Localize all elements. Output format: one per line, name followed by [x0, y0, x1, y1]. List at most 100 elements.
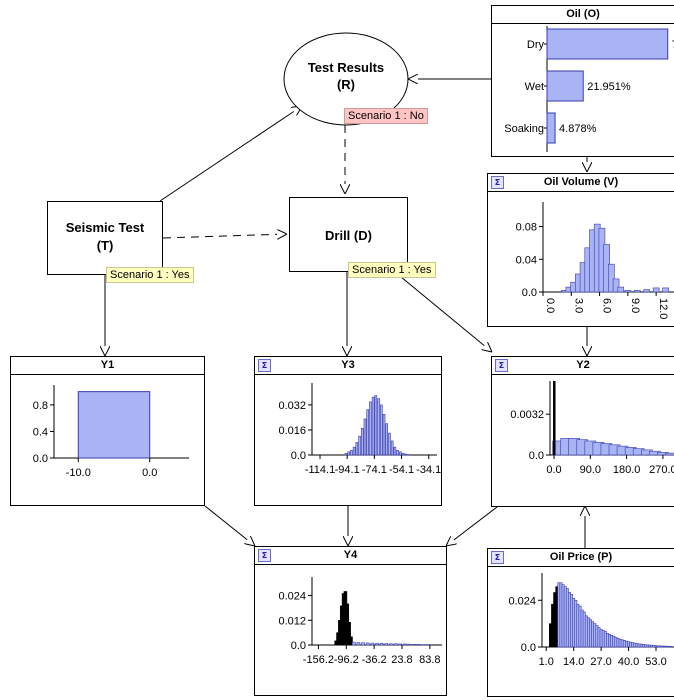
y4-bar	[398, 643, 403, 646]
y4-bar	[375, 643, 379, 646]
y3-bar	[352, 446, 356, 456]
oil_volume-xtick-label: 0.0	[544, 298, 556, 313]
y4-bar	[365, 642, 370, 646]
oil_volume-xtick-label: 12.0	[657, 298, 669, 319]
oil_price-ytick-label: 0.0	[521, 642, 536, 654]
oil-bar	[546, 28, 669, 60]
y3-bar	[401, 453, 405, 456]
y1-ytick-label: 0.4	[33, 426, 48, 438]
oil_price-xtick-label: 27.0	[590, 656, 611, 668]
y2-ytick-label: 0.0032	[510, 409, 544, 421]
y2-xtick-label: 270.0	[649, 464, 674, 476]
y1-xtick-label: -10.0	[66, 467, 91, 479]
sigma-icon: Σ	[258, 359, 271, 372]
oil-category-label: Soaking	[504, 123, 544, 135]
oil_volume-xtick-label: 3.0	[572, 298, 584, 313]
y3-ytick-label: 0.016	[278, 425, 306, 437]
oil_volume-xtick-label: 6.0	[601, 298, 613, 313]
y3-ytick-label: 0.032	[278, 400, 306, 412]
drill-title: Drill (D)	[325, 228, 372, 243]
y2-xtick-label: 90.0	[580, 464, 601, 476]
oil_volume-bar	[608, 263, 615, 293]
y3-xtick-label: -54.1	[389, 464, 414, 476]
y3-bar	[369, 401, 372, 456]
y3-bar	[358, 435, 361, 456]
seismic-test-node[interactable]: Seismic Test (T)	[47, 201, 163, 275]
oil_volume-bar	[643, 289, 651, 293]
oil-volume-chart: 0.08 0.04 0.0 0.0 3.0 6.0 9.0 12.0	[516, 202, 674, 319]
y4-bar	[389, 643, 393, 646]
seismic-test-title-letter: (T)	[96, 238, 114, 253]
y3-xtick-label: -74.1	[362, 464, 387, 476]
oil_volume-ytick-label: 0.0	[522, 287, 537, 299]
y2-spike-bar	[553, 381, 556, 455]
y2-node[interactable]: Y2 Σ 0.0032 0.0 0.0 90.0 180.0 270.0	[491, 356, 674, 507]
drill-node[interactable]: Drill (D)	[289, 197, 408, 272]
oil-price-node[interactable]: Oil Price (P) Σ 0.024 0.0 1.0 14.0 27.0 40.0 5…	[487, 548, 674, 697]
oil-category-label: Wet	[525, 81, 544, 93]
y4-bar	[384, 643, 389, 646]
y3-bar	[377, 398, 380, 456]
y4-bar	[370, 642, 375, 646]
test-results-scenario-tag: Scenario 1 : No	[344, 108, 428, 124]
test-results-oval	[283, 32, 409, 126]
y4-bar	[356, 642, 361, 646]
oil_price-xtick-label: 14.0	[563, 656, 584, 668]
y4-ytick-label: 0.012	[278, 615, 306, 627]
y1-node[interactable]: Y1 0.8 0.4 0.0 -10.0 0.0	[10, 356, 205, 506]
y2-chart: 0.0032 0.00.0 90.0 180.0 270.0	[510, 381, 674, 476]
oil_volume-bar	[633, 290, 641, 293]
y3-bar	[390, 440, 394, 456]
y4-bar	[407, 643, 412, 646]
y1-ytick-label: 0.8	[33, 400, 48, 412]
y2-title: Y2	[492, 357, 674, 375]
y1-xtick-label: 0.0	[142, 467, 157, 479]
y4-bar	[393, 643, 398, 646]
y3-bar	[399, 451, 402, 456]
y3-bar	[385, 423, 389, 456]
y3-bar	[366, 409, 370, 456]
sigma-icon: Σ	[258, 549, 271, 562]
y3-node[interactable]: Y3 Σ 0.032 0.016 0.0 -114.1 -94.1 -74.1 -54.1-…	[254, 356, 442, 506]
arc-y2-to-y4	[446, 506, 498, 546]
y3-bar	[374, 395, 378, 456]
oil_price-xtick-label: 1.0	[539, 656, 554, 668]
oil-bar	[546, 112, 556, 144]
oil-value-label: 21.951%	[587, 81, 631, 93]
y3-xtick-label: -114.1	[305, 464, 335, 476]
oil-category-label: Dry	[527, 39, 545, 51]
oil_volume-bar	[662, 287, 669, 293]
y4-xtick-label: -96.2	[334, 654, 359, 666]
oil_volume-bar	[652, 287, 660, 293]
test-results-node[interactable]: Test Results (R)	[284, 60, 408, 92]
y2-xtick-label: 180.0	[613, 464, 641, 476]
oil_price-xtick-label: 53.0	[645, 656, 666, 668]
y3-xtick-label: -94.1	[335, 464, 360, 476]
arc-seismic-to-test-results	[159, 106, 302, 202]
y4-ytick-label: 0.024	[278, 591, 306, 603]
y3-bar	[393, 446, 397, 456]
y4-ytick-label: 0.0	[291, 640, 306, 652]
y2-ytick-label: 0.0	[529, 450, 544, 462]
y3-bar	[350, 450, 353, 456]
y1-title: Y1	[11, 357, 204, 375]
oil-chart: Dry 73.171% Wet 21.951% Soaking 4.878%	[504, 26, 674, 152]
y3-bar	[379, 404, 383, 456]
sigma-icon: Σ	[491, 176, 504, 189]
y3-bar	[396, 450, 399, 456]
y4-bar	[403, 643, 407, 646]
y4-bar	[412, 644, 416, 646]
y4-bar	[416, 644, 421, 646]
oil-volume-node[interactable]: Oil Volume (V) Σ 0.08 0.04 0.0 0.0 3.0 6.0 9.0…	[487, 173, 674, 327]
sigma-icon: Σ	[495, 359, 508, 372]
y3-title: Y3	[255, 357, 441, 375]
y4-bar	[379, 643, 384, 646]
oil-node[interactable]: Oil (O) Dry 73.171% Wet 21.951% Soaking 4.878…	[491, 5, 674, 157]
y3-bar	[355, 442, 359, 456]
y4-node[interactable]: Y4 Σ 0.024 0.012 0.0 -156.2 -96.2 -36.2 23.8 83…	[254, 546, 447, 696]
y3-bar	[404, 453, 408, 456]
arc-y1-to-y4	[204, 505, 255, 546]
y4-xtick-label: -156.2	[303, 654, 334, 666]
y3-bar	[363, 418, 367, 456]
